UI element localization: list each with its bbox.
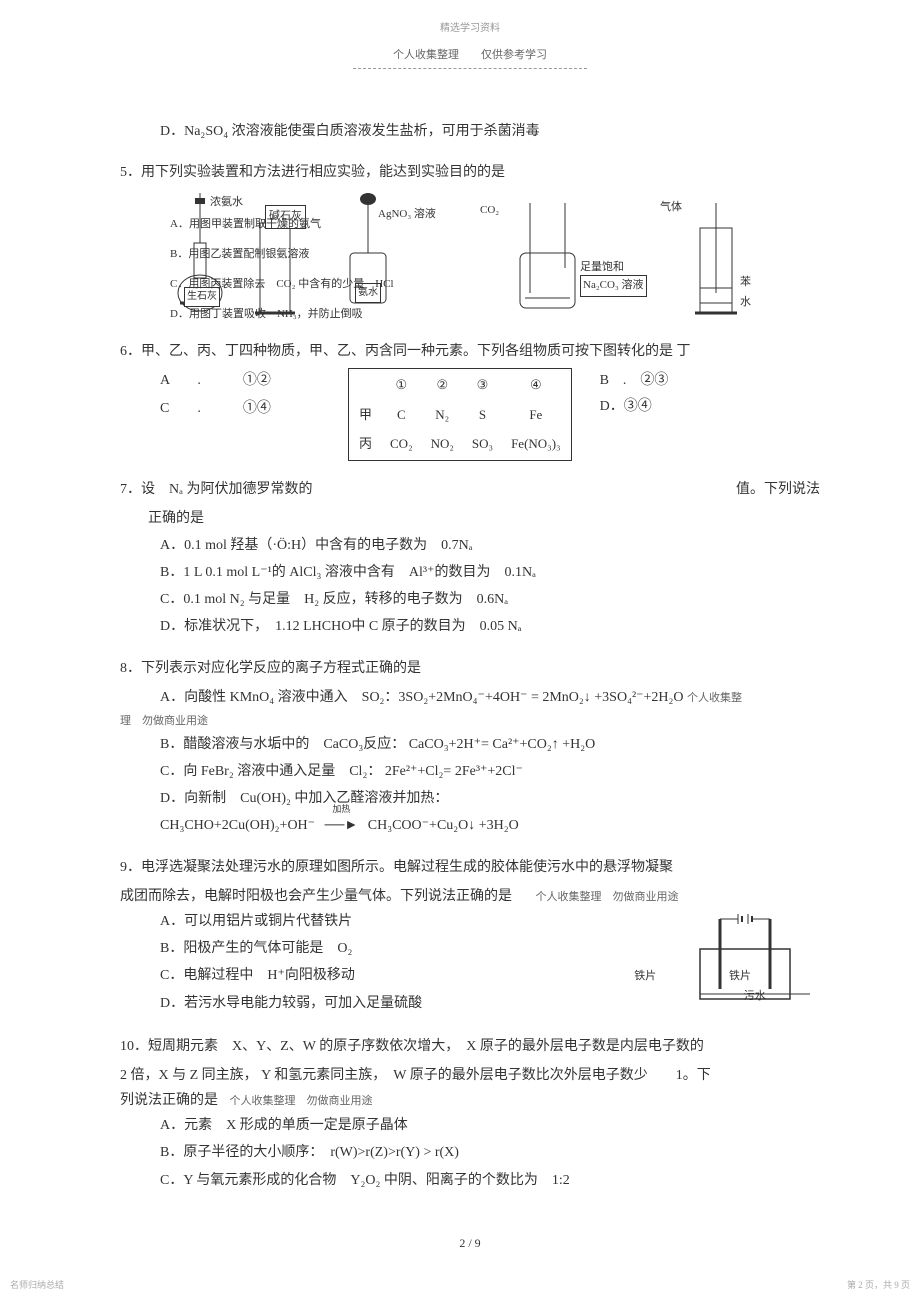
q5-stem: 5．用下列实验装置和方法进行相应实验，能达到实验目的的是	[120, 160, 820, 185]
q7-stem: 7．设 Nₐ 为阿伏加德罗常数的	[120, 482, 312, 497]
q6-stem: 6．甲、乙、丙、丁四种物质，甲、乙、丙含同一种元素。下列各组物质可按下图转化的是…	[120, 339, 820, 364]
q10-note: 个人收集整理 勿做商业用途	[230, 1095, 373, 1107]
q9-iron-right: 铁片	[729, 970, 751, 982]
q6-th-3: ③	[464, 371, 501, 398]
footer-right: 第 2 页，共 9 页	[847, 1277, 910, 1293]
q6-table: ① ② ③ ④ 甲 C N₂ S Fe 丙 CO₂ NO₂ SO₃ Fe(NO₃…	[348, 368, 572, 460]
q5-label-na2co3: Na₂CO₃ 溶液	[580, 275, 647, 297]
q9-stem: 9．电浮选凝聚法处理污水的原理如图所示。电解过程生成的胶体能使污水中的悬浮物凝聚	[120, 855, 820, 880]
q6-option-a: A . ①②	[120, 368, 340, 393]
q8-option-b: B．醋酸溶液与水垢中的 CaCO₃反应： CaCO₃+2H⁺= Ca²⁺+CO₂…	[120, 732, 820, 757]
q10-option-c: C．Y 与氧元素形成的化合物 Y₂O₂ 中阴、阳离子的个数比为 1:2	[120, 1168, 820, 1193]
q8-option-d: D．向新制 Cu(OH)₂ 中加入乙醛溶液并加热：	[120, 786, 820, 811]
q9-water: 污水	[744, 990, 766, 1002]
q4-option-d: D．Na₂SO₄ 浓溶液能使蛋白质溶液发生盐析，可用于杀菌消毒	[120, 119, 820, 144]
page-sub-header: 个人收集整理 仅供参考学习	[353, 46, 587, 69]
q10-stem: 10．短周期元素 X、Y、Z、W 的原子序数依次增大， X 原子的最外层电子数是…	[120, 1034, 820, 1059]
question-6: 6．甲、乙、丙、丁四种物质，甲、乙、丙含同一种元素。下列各组物质可按下图转化的是…	[120, 339, 820, 460]
q6-r2-0: 甲	[351, 401, 380, 428]
question-5: 5．用下列实验装置和方法进行相应实验，能达到实验目的的是	[120, 160, 820, 323]
q6-r3-1: CO₂	[382, 430, 421, 457]
q9-diagram: 铁片 铁片 污水	[670, 909, 820, 1009]
q6-r3-4: Fe(NO₃)₃	[503, 430, 569, 457]
q5-diagram: 浓氨水 碱石灰 AgNO₃ 溶液 CO₂ 气体 足量饱和 Na₂CO₃ 溶液 苯…	[160, 193, 820, 323]
q6-th-1: ①	[382, 371, 421, 398]
q6-th-0	[351, 371, 380, 398]
q8-option-a: A．向酸性 KMnO₄ 溶液中通入 SO₂：3SO₂+2MnO₄⁻+4OH⁻ =…	[120, 685, 820, 710]
q10-option-a: A．元素 X 形成的单质一定是原子晶体	[120, 1113, 820, 1138]
q8-a-note2: 理 勿做商业用途	[120, 712, 820, 732]
q7-cont: 正确的是	[120, 506, 820, 531]
q6-r3-0: 丙	[351, 430, 380, 457]
q5-label-benzene: 苯	[740, 273, 751, 293]
q6-th-2: ②	[423, 371, 462, 398]
q7-option-c: C．0.1 mol N₂ 与足量 H₂ 反应，转移的电子数为 0.6Nₐ	[120, 587, 820, 612]
q6-r2-2: N₂	[423, 401, 462, 428]
q6-stem-text: 6．甲、乙、丙、丁四种物质，甲、乙、丙含同一种元素。下列各组物质可按下图转化的是	[120, 344, 673, 359]
q6-r2-4: Fe	[503, 401, 569, 428]
question-7: 7．设 Nₐ 为阿伏加德罗常数的 值。下列说法 正确的是 A．0.1 mol 羟…	[120, 477, 820, 640]
question-8: 8．下列表示对应化学反应的离子方程式正确的是 A．向酸性 KMnO₄ 溶液中通入…	[120, 656, 820, 839]
question-9: 9．电浮选凝聚法处理污水的原理如图所示。电解过程生成的胶体能使污水中的悬浮物凝聚…	[120, 855, 820, 1018]
q9-note: 个人收集整理 勿做商业用途	[536, 891, 679, 903]
q9-iron-left: 铁片	[634, 970, 656, 982]
page-number: 2 / 9	[120, 1233, 820, 1255]
q6-r2-1: C	[382, 401, 421, 428]
q7-stem-right: 值。下列说法	[764, 477, 820, 502]
q8-d3: CH₃COO⁻+Cu₂O↓ +3H₂O	[368, 818, 519, 833]
q5-option-a: A．用图甲装置制取干燥的氨气	[170, 215, 321, 235]
q5-label-ammonia: 浓氨水	[210, 193, 243, 213]
q6-r3-2: NO₂	[423, 430, 462, 457]
q5-label-gas: 气体	[660, 198, 682, 218]
q8-a-note: 个人收集整	[687, 692, 742, 704]
q6-th-4: ④	[503, 371, 569, 398]
question-10: 10．短周期元素 X、Y、Z、W 的原子序数依次增大， X 原子的最外层电子数是…	[120, 1034, 820, 1193]
q6-stem-end: 丁	[677, 344, 691, 359]
q7-option-b: B．1 L 0.1 mol L⁻¹的 AlCl₃ 溶液中含有 Al³⁺的数目为 …	[120, 560, 820, 585]
q5-label-agno3: AgNO₃ 溶液	[378, 205, 436, 225]
q8-option-c: C．向 FeBr₂ 溶液中通入足量 Cl₂： 2Fe²⁺+Cl₂= 2Fe³⁺+…	[120, 759, 820, 784]
q6-r3-3: SO₃	[464, 430, 501, 457]
q10-option-b: B．原子半径的大小顺序： r(W)>r(Z)>r(Y) > r(X)	[120, 1140, 820, 1165]
q10-stem2: 2 倍，X 与 Z 同主族， Y 和氢元素同主族， W 原子的最外层电子数比次外…	[120, 1063, 820, 1088]
q9-stem2: 成团而除去，电解时阳极也会产生少量气体。下列说法正确的是	[120, 889, 512, 904]
q6-option-b: B . ②③	[600, 368, 690, 393]
q5-option-c: C．用图丙装置除去 CO₂ 中含有的少量 HCl	[170, 275, 394, 295]
q8-a-text: A．向酸性 KMnO₄ 溶液中通入 SO₂：3SO₂+2MnO₄⁻+4OH⁻ =…	[160, 690, 684, 705]
page-top-header: 精选学习资料	[120, 20, 820, 38]
q6-option-c: C . ①④	[120, 396, 340, 421]
q7-option-a: A．0.1 mol 羟基（·Ö:H）中含有的电子数为 0.7Nₐ	[120, 533, 820, 558]
q8-d-formula: CH₃CHO+2Cu(OH)₂+OH⁻ ──► CH₃COO⁻+Cu₂O↓ +3…	[120, 813, 820, 838]
q10-stem3: 列说法正确的是	[120, 1093, 218, 1108]
q5-label-water: 水	[740, 293, 751, 313]
q7-option-d: D．标准状况下， 1.12 LHCHO中 C 原子的数目为 0.05 Nₐ	[120, 614, 820, 639]
q6-r2-3: S	[464, 401, 501, 428]
q8-d2: CH₃CHO+2Cu(OH)₂+OH⁻	[160, 818, 315, 833]
q5-label-co2: CO₂	[480, 201, 499, 221]
q8-stem: 8．下列表示对应化学反应的离子方程式正确的是	[120, 656, 820, 681]
q5-option-d: D．用图丁装置吸收 NH₃，并防止倒吸	[170, 305, 363, 325]
question-4d: D．Na₂SO₄ 浓溶液能使蛋白质溶液发生盐析，可用于杀菌消毒	[120, 119, 820, 144]
q6-option-d: D．③④	[600, 394, 690, 419]
footer-left: 名师归纳总结	[10, 1277, 64, 1293]
q8-arrow-heat: ──►	[319, 813, 365, 838]
q5-option-b: B．用图乙装置配制银氨溶液	[170, 245, 309, 265]
